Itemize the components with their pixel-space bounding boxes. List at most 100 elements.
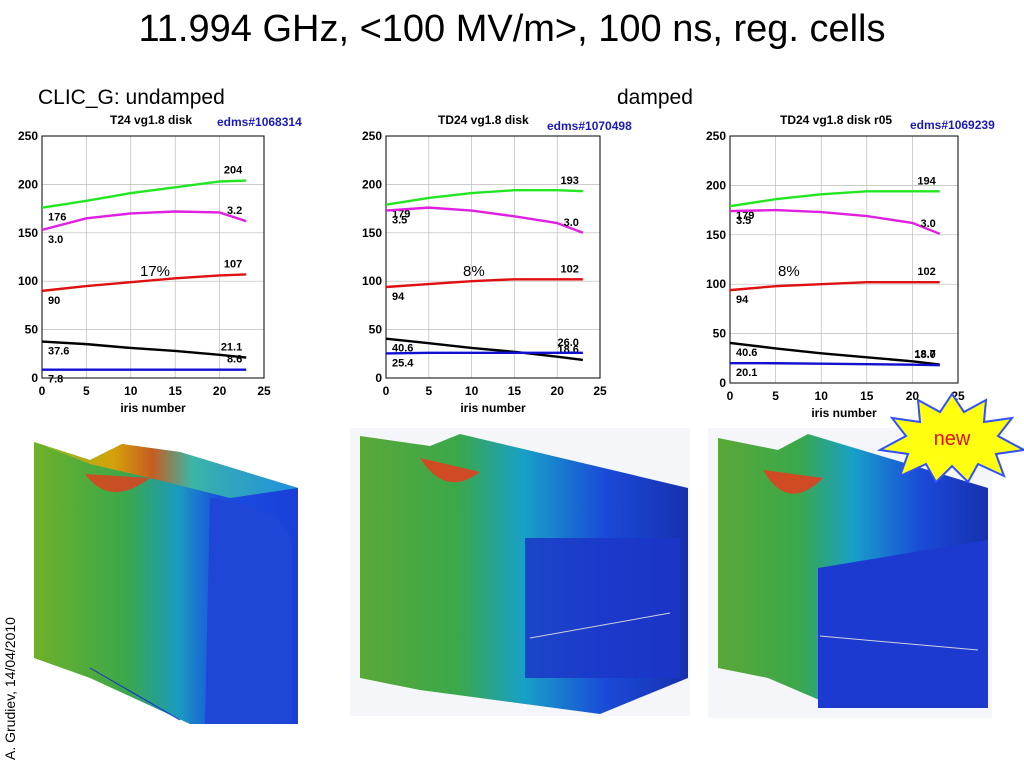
chart-2-series-red-line: [385, 278, 583, 289]
chart-2-y-tick-label: 50: [369, 323, 383, 337]
chart-2-series-blue-line: [385, 351, 583, 355]
new-badge-text: new: [933, 428, 971, 450]
r05-field-render: [708, 428, 992, 718]
chart-2-series-blue-start-label: 25.4: [392, 357, 414, 369]
plot-title-1: T24 vg1.8 disk: [110, 113, 193, 127]
chart-3-series-magenta-line: [729, 208, 941, 235]
chart-2-x-tick-label: 0: [383, 384, 390, 398]
chart-1-y-tick-label: 150: [18, 226, 38, 240]
plot-title-3: TD24 vg1.8 disk r05: [780, 113, 893, 127]
chart-2-series-magenta-start-label: 3.5: [392, 215, 407, 227]
chart-2-y-tick-label: 0: [375, 371, 382, 385]
chart-3-series-red-line: [729, 281, 940, 292]
chart-1-x-tick-label: 10: [124, 384, 138, 398]
chart-1-y-tick-label: 250: [18, 129, 38, 143]
chart-2-series-magenta-line: [385, 206, 584, 234]
chart-1-x-tick-label: 0: [39, 384, 46, 398]
chart-2-x-tick-label: 25: [593, 384, 607, 398]
percent-annotation-1: 17%: [140, 263, 171, 280]
chart-2-series-green-end-label: 193: [561, 175, 579, 187]
label-undamped: CLIC_G: undamped: [38, 86, 225, 109]
chart-3-x-tick-label: 20: [906, 389, 920, 403]
chart-2-y-tick-label: 150: [362, 226, 382, 240]
undamped-field-render: [30, 428, 312, 726]
chart-1-series-green-line: [41, 179, 247, 209]
edms-link-1[interactable]: edms#1068314: [217, 115, 302, 129]
chart-1-series-blue-end-label: 8.6: [227, 354, 242, 366]
chart-3-series-black-end-label: 18.7: [914, 349, 935, 361]
chart-1-y-tick-label: 0: [31, 371, 38, 385]
chart-2-series-magenta-end-label: 3.0: [564, 217, 579, 229]
chart-3-y-tick-label: 0: [719, 376, 726, 390]
chart-3-y-tick-label: 200: [706, 178, 726, 192]
chart-2-series-green-line: [385, 189, 583, 206]
chart-3-x-tick-label: 10: [815, 389, 829, 403]
chart-2-y-tick-label: 250: [362, 129, 382, 143]
chart-2-y-tick-label: 200: [362, 177, 382, 191]
chart-3-y-tick-label: 250: [706, 129, 726, 143]
chart-1-series-red-line: [41, 273, 247, 293]
chart-3-series-green-start-label: 179: [736, 210, 754, 222]
chart-3-y-tick-label: 100: [706, 277, 726, 291]
chart-1-x-tick-label: 15: [169, 384, 183, 398]
chart-3-series-blue-end-label: 18.0: [914, 349, 935, 361]
percent-annotation-2: 8%: [463, 263, 485, 280]
chart-3-series-magenta-end-label: 3.0: [920, 218, 935, 230]
chart-3-x-tick-label: 0: [727, 389, 734, 403]
plot-title-2: TD24 vg1.8 disk: [438, 113, 529, 127]
chart-3-y-tick-label: 150: [706, 228, 726, 242]
edms-link-3[interactable]: edms#1069239: [910, 118, 995, 132]
chart-3-x-tick-label: 5: [772, 389, 779, 403]
chart-1-series-magenta-start-label: 3.0: [48, 234, 63, 246]
chart-2-series-green-start-label: 179: [392, 209, 410, 221]
chart-1-plot-frame: [41, 135, 265, 379]
chart-1-series-black-line: [41, 340, 247, 359]
chart-1-x-axis-label: iris number: [120, 401, 186, 415]
slide-title: 11.994 GHz, <100 MV/m>, 100 ns, reg. cel…: [138, 8, 886, 50]
chart-3-x-tick-label: 15: [860, 389, 874, 403]
chart-3-series-red-start-label: 94: [736, 294, 749, 306]
chart-3-y-tick-label: 50: [713, 327, 727, 341]
new-badge: new: [872, 392, 1024, 489]
edms-link-2[interactable]: edms#1070498: [547, 119, 632, 133]
chart-2-y-tick-label: 100: [362, 274, 382, 288]
chart-1-y-tick-label: 100: [18, 274, 38, 288]
chart-1-series-red-start-label: 90: [48, 295, 60, 307]
chart-1-series-green-end-label: 204: [224, 165, 243, 177]
chart-1-x-tick-label: 20: [213, 384, 227, 398]
chart-1-x-tick-label: 25: [257, 384, 271, 398]
chart-3-series-green-end-label: 194: [917, 175, 936, 187]
percent-annotation-3: 8%: [778, 263, 800, 280]
chart-3-series-black-line: [729, 341, 940, 366]
chart-2-series-red-start-label: 94: [392, 291, 405, 303]
chart-3-series-red-end-label: 102: [917, 266, 935, 278]
chart-1-y-tick-label: 200: [18, 177, 38, 191]
chart-2-x-tick-label: 20: [551, 384, 565, 398]
author-date-credit: A. Grudiev, 14/04/2010: [2, 617, 18, 760]
chart-2-x-tick-label: 10: [465, 384, 479, 398]
chart-1-y-tick-label: 50: [25, 323, 39, 337]
label-damped: damped: [617, 86, 693, 109]
chart-2-series-blue-end-label: 26.0: [557, 337, 578, 349]
chart-1-series-red-end-label: 107: [224, 258, 242, 270]
damped-field-render: [350, 428, 690, 716]
chart-3-series-magenta-start-label: 3.5: [736, 215, 751, 227]
chart-3-x-axis-label: iris number: [811, 406, 877, 420]
chart-1-series-green-start-label: 176: [48, 212, 66, 224]
chart-2-series-red-end-label: 102: [561, 263, 579, 275]
chart-2-x-axis-label: iris number: [460, 401, 526, 415]
chart-2-x-tick-label: 15: [508, 384, 522, 398]
chart-3-series-black-start-label: 40.6: [736, 347, 757, 359]
chart-2-plot-frame: [385, 135, 601, 379]
chart-1-series-black-end-label: 21.1: [221, 342, 242, 354]
chart-3-series-blue-start-label: 20.1: [736, 367, 757, 379]
chart-2-series-black-line: [385, 337, 584, 362]
chart-1-x-tick-label: 5: [83, 384, 90, 398]
chart-2-series-black-start-label: 40.6: [392, 343, 413, 355]
chart-3-plot-frame: [729, 135, 959, 384]
chart-1-series-blue-start-label: 7.8: [48, 374, 63, 386]
chart-1-series-magenta-end-label: 3.2: [227, 205, 242, 217]
chart-1-series-black-start-label: 37.6: [48, 346, 69, 358]
chart-2-x-tick-label: 5: [425, 384, 432, 398]
